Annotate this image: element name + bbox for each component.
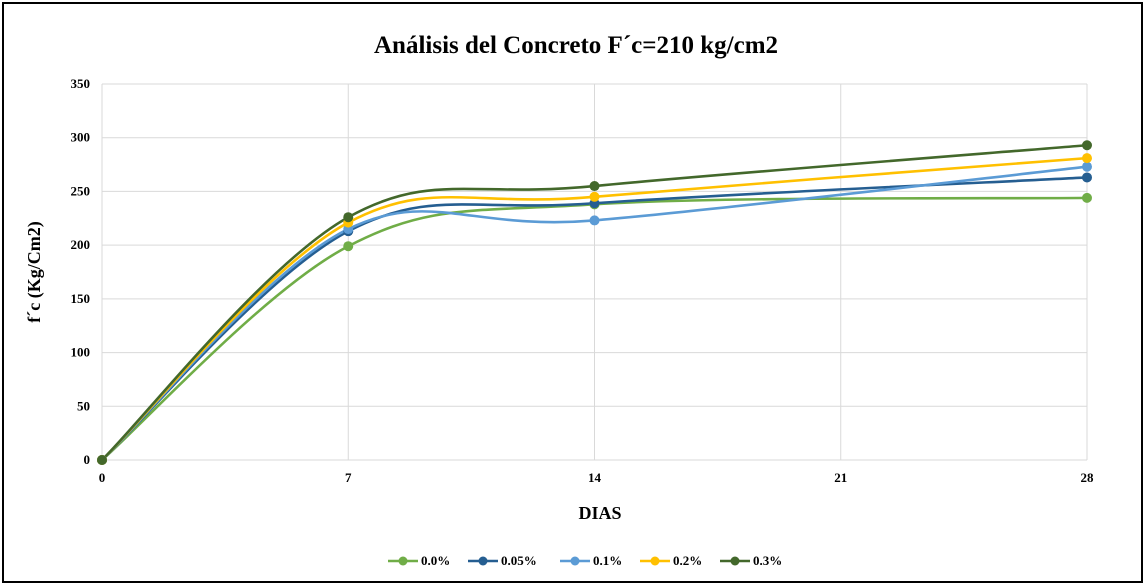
legend-swatch-marker [570,556,580,566]
series-line-0 [101,196,1088,461]
data-point [1082,153,1092,164]
chart-title: Análisis del Concreto F´c=210 kg/cm2 [374,32,778,59]
data-point [1082,140,1092,151]
gridlines [101,83,1088,461]
series-line-3 [101,156,1088,461]
y-tick-label: 100 [71,345,91,360]
x-axis-ticks: 0 7 14 21 28 [99,470,1094,485]
y-tick-label: 50 [77,398,90,413]
y-tick-label: 250 [71,183,91,198]
data-point [589,215,600,226]
data-point [589,191,600,202]
line-chart: Análisis del Concreto F´c=210 kg/cm2 0 50… [24,32,1094,568]
legend-item: 0.3% [720,553,782,568]
y-tick-label: 300 [71,130,91,145]
data-point [97,455,107,465]
legend-label: 0.05% [501,553,537,568]
data-point [1082,192,1092,203]
y-tick-label: 0 [84,452,91,467]
series-line-1 [101,176,1088,461]
legend-label: 0.1% [593,553,622,568]
x-tick-label: 7 [345,470,352,485]
legend-item: 0.1% [560,553,622,568]
series-line-4 [101,143,1088,461]
data-point [589,181,600,192]
y-tick-label: 350 [71,76,91,91]
legend-label: 0.3% [753,553,782,568]
legend-swatch-marker [478,556,488,566]
legend-swatch-marker [730,556,740,566]
x-tick-label: 28 [1081,470,1095,485]
legend: 0.0% 0.05% 0.1% 0.2% 0.3% [388,553,782,568]
y-axis-ticks: 0 50 100 150 200 250 300 350 [71,76,91,467]
y-tick-label: 200 [71,237,91,252]
data-point [343,241,354,252]
series-markers [97,140,1092,465]
series-lines [101,143,1088,461]
y-tick-label: 150 [71,291,91,306]
legend-swatch-marker [398,556,408,566]
x-axis-title: DIAS [578,503,621,523]
legend-label: 0.2% [673,553,702,568]
legend-label: 0.0% [421,553,450,568]
legend-item: 0.2% [640,553,702,568]
x-tick-label: 14 [588,470,602,485]
x-tick-label: 21 [834,470,847,485]
x-tick-label: 0 [99,470,106,485]
legend-item: 0.05% [468,553,537,568]
data-point [1082,161,1092,172]
y-axis-title: f´c (Kg/Cm2) [24,221,45,322]
legend-item: 0.0% [388,553,450,568]
data-point [343,212,354,223]
legend-swatch-marker [650,556,660,566]
data-point [1082,172,1092,183]
series-line-2 [101,165,1088,461]
